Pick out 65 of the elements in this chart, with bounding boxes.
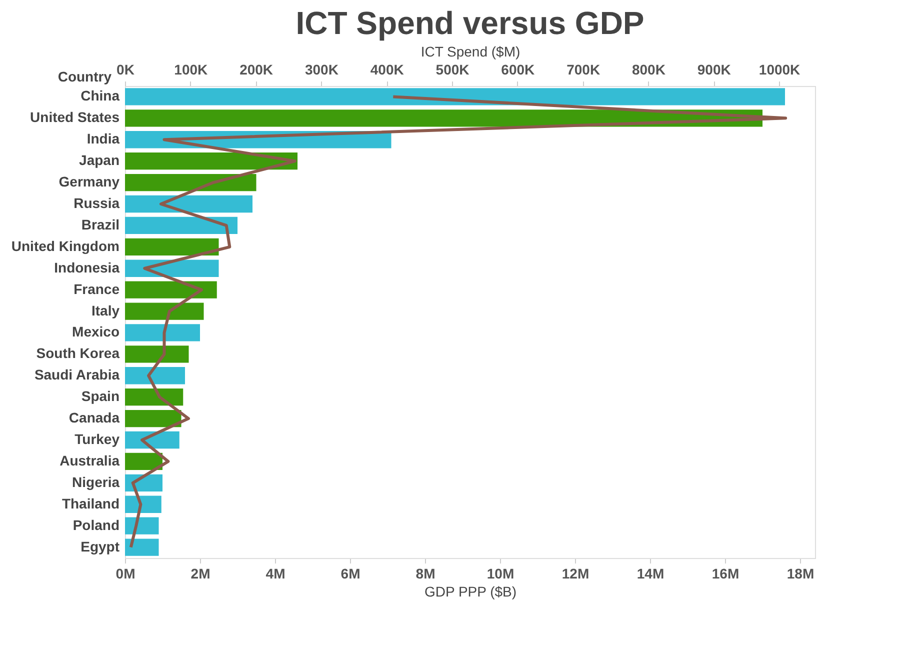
x2-tick-label: 100K	[174, 62, 208, 78]
bar	[125, 346, 189, 363]
x2-tick-label: 0K	[116, 62, 134, 78]
y-tick-label: Australia	[60, 452, 120, 468]
bar	[125, 410, 182, 428]
y-tick-label: Saudi Arabia	[34, 366, 120, 383]
y-tick-label: Italy	[91, 302, 120, 318]
bar	[125, 496, 162, 513]
y-tick-label: India	[86, 130, 120, 147]
x2-tick-label: 800K	[632, 62, 666, 78]
x-axis-title: GDP PPP ($B)	[424, 584, 517, 600]
y-tick-label: Russia	[74, 195, 120, 211]
y-tick-label: Spain	[81, 388, 120, 404]
x2-tick-label: 400K	[370, 62, 404, 78]
x-tick-label: 0M	[116, 566, 136, 582]
bar	[125, 302, 204, 320]
x2-tick-label: 900K	[697, 62, 731, 78]
bar	[125, 281, 217, 298]
x-tick-label: 16M	[712, 566, 740, 582]
x2-tick-label: 700K	[566, 62, 600, 78]
x2-tick-label: 200K	[240, 62, 274, 78]
x-tick-label: 8M	[416, 566, 436, 582]
x-tick-label: 18M	[786, 566, 814, 582]
y-tick-label: Indonesia	[54, 259, 120, 276]
x-tick-label: 6M	[340, 566, 360, 582]
bar	[125, 517, 159, 534]
x2-tick-label: 1000K	[758, 62, 800, 78]
y-tick-label: Egypt	[80, 538, 120, 554]
y-tick-label: Thailand	[62, 495, 120, 512]
bar	[125, 238, 219, 256]
y-tick-label: Poland	[72, 516, 120, 533]
bar	[125, 538, 159, 556]
y-tick-label: Nigeria	[72, 474, 120, 490]
bar	[125, 367, 185, 384]
y-axis-title: Country	[58, 68, 112, 84]
y-tick-label: Brazil	[81, 216, 120, 232]
x2-tick-label: 500K	[436, 62, 470, 78]
x-tick-label: 2M	[190, 566, 210, 582]
y-tick-label: United States	[30, 109, 120, 126]
y-tick-label: China	[80, 88, 120, 104]
bar	[125, 216, 238, 234]
bar	[125, 324, 200, 342]
bar	[125, 110, 762, 127]
bar	[125, 195, 252, 213]
y-tick-label: Germany	[58, 174, 120, 190]
y-tick-label: Japan	[79, 152, 120, 168]
bar	[125, 152, 298, 170]
x2-axis-title: ICT Spend ($M)	[420, 44, 520, 60]
bar	[125, 388, 184, 406]
y-tick-label: Mexico	[72, 324, 120, 340]
x2-tick-label: 300K	[304, 62, 338, 78]
x-tick-label: 12M	[562, 566, 590, 582]
bar	[125, 452, 162, 470]
y-tick-label: South Korea	[36, 345, 120, 362]
x-tick-label: 14M	[636, 566, 664, 582]
y-tick-label: France	[74, 280, 120, 297]
x-tick-label: 4M	[266, 566, 286, 582]
bar	[125, 88, 785, 106]
x2-tick-label: 600K	[501, 62, 535, 78]
bar	[125, 174, 256, 192]
chart-title: ICT Spend versus GDP	[296, 5, 644, 41]
y-tick-label: Turkey	[74, 431, 120, 447]
y-tick-label: Canada	[68, 410, 120, 426]
x-tick-label: 10M	[486, 566, 514, 582]
y-tick-label: United Kingdom	[11, 238, 120, 254]
